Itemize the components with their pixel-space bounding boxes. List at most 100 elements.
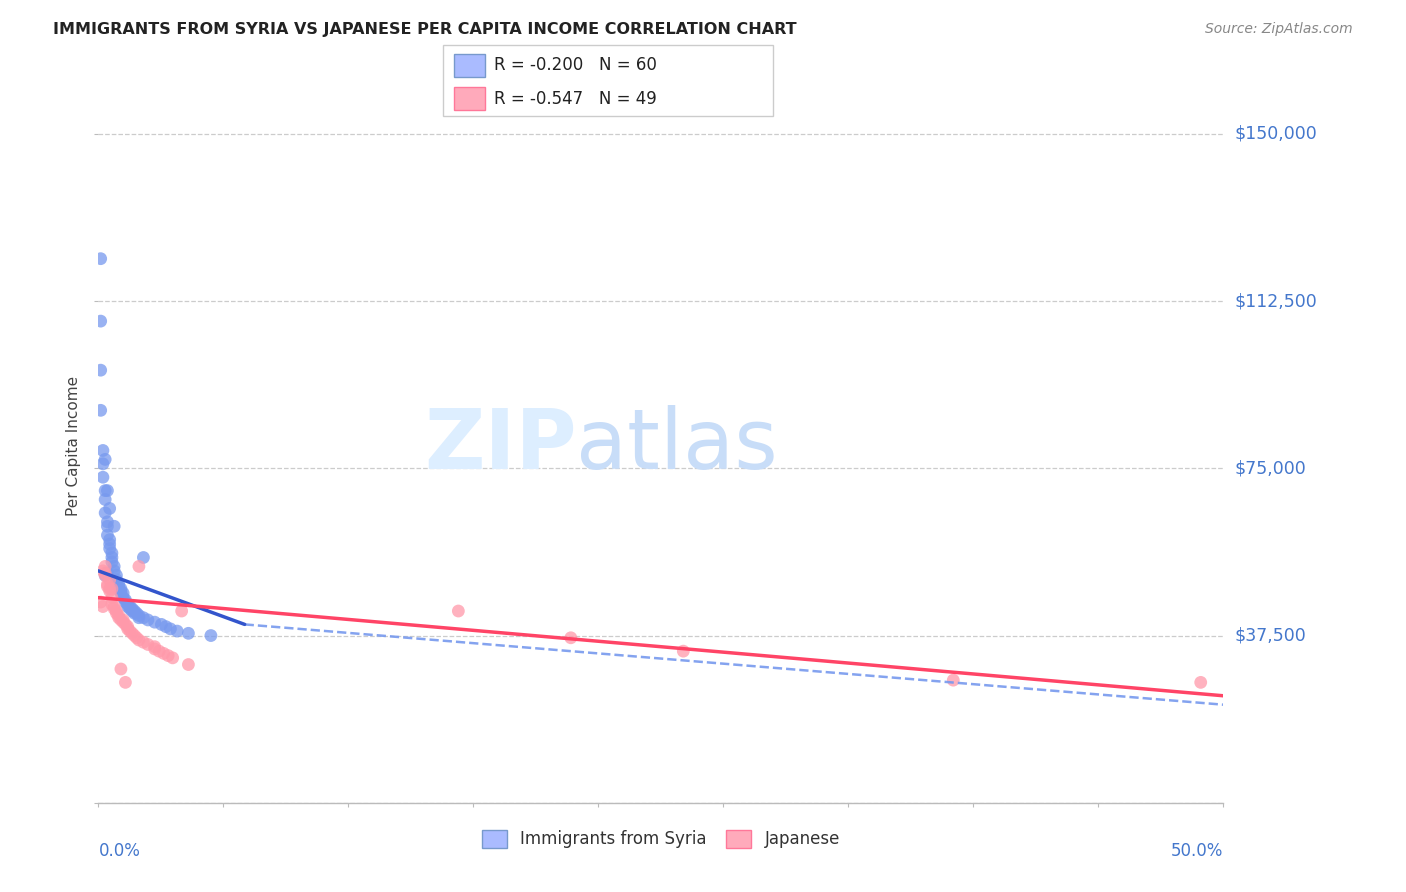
Point	[94, 568, 117, 582]
Text: R = -0.547   N = 49: R = -0.547 N = 49	[494, 90, 657, 108]
Point	[148, 644, 170, 658]
Point	[96, 483, 118, 498]
Point	[94, 506, 117, 520]
Point	[143, 642, 166, 657]
Point	[110, 586, 132, 600]
Point	[94, 492, 117, 507]
Point	[96, 519, 118, 533]
Point	[128, 610, 150, 624]
Point	[98, 533, 121, 547]
Text: $37,500: $37,500	[1234, 626, 1306, 645]
Point	[91, 443, 114, 458]
Point	[103, 601, 125, 615]
Point	[166, 624, 188, 639]
Point	[125, 607, 148, 621]
Point	[672, 644, 695, 658]
Text: ZIP: ZIP	[425, 406, 576, 486]
Text: IMMIGRANTS FROM SYRIA VS JAPANESE PER CAPITA INCOME CORRELATION CHART: IMMIGRANTS FROM SYRIA VS JAPANESE PER CA…	[53, 22, 797, 37]
Point	[107, 608, 129, 623]
Point	[170, 604, 193, 618]
Text: 0.0%: 0.0%	[98, 842, 141, 860]
Point	[94, 452, 117, 467]
Text: Source: ZipAtlas.com: Source: ZipAtlas.com	[1205, 22, 1353, 37]
Point	[152, 646, 174, 660]
Point	[132, 610, 155, 624]
Point	[96, 566, 118, 580]
Point	[117, 619, 139, 633]
Point	[132, 550, 155, 565]
Point	[98, 501, 121, 516]
Point	[118, 601, 141, 615]
Point	[121, 604, 143, 618]
Point	[177, 626, 200, 640]
Point	[101, 598, 124, 612]
Point	[105, 577, 128, 591]
Point	[128, 559, 150, 574]
Point	[125, 631, 148, 645]
Point	[110, 583, 132, 598]
Point	[98, 541, 121, 556]
Point	[159, 622, 181, 636]
Text: $150,000: $150,000	[1234, 125, 1317, 143]
Point	[117, 622, 139, 636]
Text: $75,000: $75,000	[1234, 459, 1306, 477]
Point	[91, 457, 114, 471]
Point	[94, 568, 117, 582]
Text: $112,500: $112,500	[1234, 292, 1317, 310]
Point	[143, 615, 166, 630]
Point	[105, 604, 128, 618]
Point	[107, 580, 129, 594]
Point	[136, 613, 159, 627]
Point	[200, 628, 222, 642]
Point	[112, 615, 135, 630]
Point	[124, 607, 146, 621]
Point	[112, 613, 135, 627]
Point	[121, 626, 143, 640]
Point	[90, 314, 112, 328]
Point	[155, 619, 177, 633]
Point	[136, 637, 159, 651]
Point	[114, 675, 136, 690]
Point	[162, 651, 184, 665]
Point	[114, 595, 136, 609]
Point	[121, 601, 143, 615]
Point	[117, 599, 139, 614]
Point	[90, 252, 112, 266]
Point	[96, 528, 118, 542]
Point	[98, 573, 121, 587]
Point	[124, 628, 146, 642]
Point	[94, 483, 117, 498]
Point	[110, 662, 132, 676]
Point	[101, 550, 124, 565]
Point	[105, 568, 128, 582]
Point	[150, 617, 173, 632]
Point	[105, 573, 128, 587]
Point	[103, 564, 125, 578]
Point	[98, 583, 121, 598]
Point	[103, 599, 125, 614]
Text: 50.0%: 50.0%	[1171, 842, 1223, 860]
Legend: Immigrants from Syria, Japanese: Immigrants from Syria, Japanese	[475, 823, 846, 855]
Point	[94, 566, 117, 580]
Point	[90, 595, 112, 609]
Point	[118, 624, 141, 639]
Point	[94, 559, 117, 574]
Point	[107, 610, 129, 624]
Point	[114, 617, 136, 632]
Point	[560, 631, 582, 645]
Point	[128, 633, 150, 648]
Point	[112, 586, 135, 600]
Point	[117, 598, 139, 612]
Point	[91, 470, 114, 484]
Point	[132, 635, 155, 649]
Point	[114, 592, 136, 607]
Point	[177, 657, 200, 672]
Point	[101, 591, 124, 605]
Point	[118, 599, 141, 614]
Point	[157, 648, 180, 663]
Point	[107, 577, 129, 591]
Point	[96, 580, 118, 594]
Point	[91, 564, 114, 578]
Y-axis label: Per Capita Income: Per Capita Income	[66, 376, 82, 516]
Point	[98, 537, 121, 551]
